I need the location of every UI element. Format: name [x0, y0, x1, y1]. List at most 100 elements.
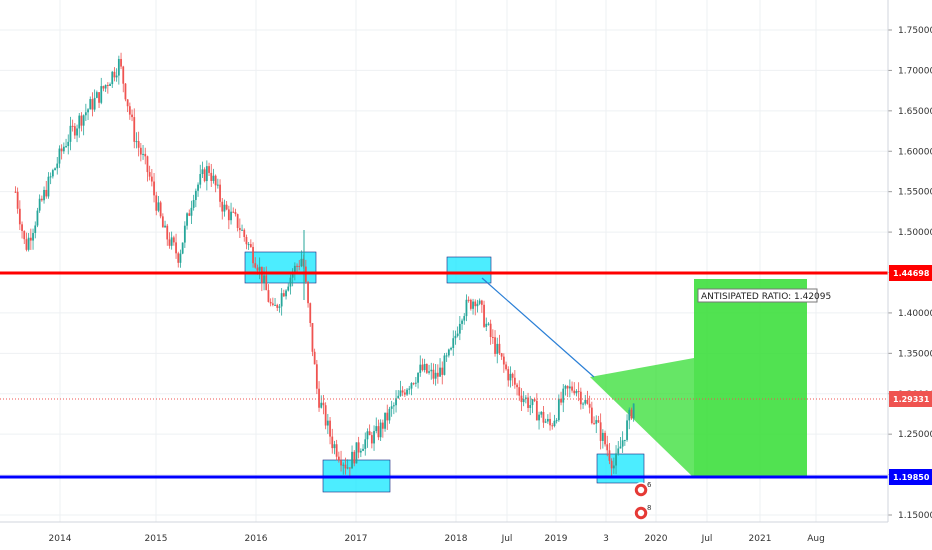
candle — [480, 299, 483, 313]
candle-body — [388, 408, 391, 421]
candle-body — [483, 304, 485, 327]
candle — [45, 180, 48, 199]
candle — [38, 194, 41, 213]
candle-body — [276, 304, 279, 308]
candle — [612, 457, 615, 474]
candle — [280, 288, 283, 316]
candle — [29, 228, 32, 250]
price-label-box — [889, 265, 932, 281]
candle-body — [293, 265, 296, 274]
candle — [170, 231, 173, 250]
candle-body — [36, 210, 39, 226]
candle-body — [551, 425, 554, 427]
candle — [124, 83, 127, 102]
candle-body — [65, 146, 67, 148]
y-tick-label: 1.55000 — [898, 188, 932, 198]
candle-body — [553, 420, 556, 427]
candle-body — [335, 444, 338, 457]
candle-body — [533, 399, 536, 401]
candle — [32, 228, 34, 250]
candle — [485, 317, 488, 332]
candle-body — [214, 175, 217, 186]
candle — [573, 382, 576, 396]
candle — [421, 358, 424, 372]
candle — [208, 162, 210, 177]
candle-body — [355, 442, 358, 464]
candle-body — [599, 422, 602, 441]
candle — [456, 326, 459, 338]
price-label-text: 1.19850 — [893, 473, 930, 482]
candle-body — [320, 402, 323, 408]
candle — [403, 389, 406, 398]
candle — [212, 168, 215, 184]
candle-body — [122, 66, 125, 84]
candle — [89, 96, 92, 110]
candle-body — [230, 211, 232, 221]
candle-body — [608, 450, 611, 461]
candle-body — [194, 190, 197, 201]
candle-body — [432, 369, 435, 379]
candle-body — [456, 333, 459, 336]
candle — [542, 405, 545, 428]
candle — [507, 366, 510, 387]
candle — [76, 124, 78, 143]
candle-body — [203, 169, 206, 182]
candle — [153, 172, 155, 203]
candle-body — [212, 175, 215, 181]
candle-body — [263, 275, 265, 283]
x-tick-label: 2021 — [749, 534, 772, 544]
candle — [166, 223, 169, 246]
candle — [47, 172, 50, 199]
candle — [183, 221, 186, 248]
candle — [230, 202, 232, 225]
candle — [241, 224, 243, 231]
candle-body — [106, 84, 109, 86]
candle-body — [588, 403, 591, 408]
candle-body — [366, 431, 369, 440]
candle-body — [241, 229, 243, 231]
candle-body — [269, 301, 272, 304]
price-label: 1.44698 — [889, 265, 932, 281]
candle — [355, 442, 358, 464]
candle-body — [104, 84, 107, 89]
candle-body — [509, 373, 512, 381]
x-tick-label: 2018 — [445, 534, 468, 544]
candle-body — [529, 405, 532, 408]
candle — [54, 167, 56, 171]
candle — [626, 414, 628, 442]
candle — [161, 213, 164, 228]
candle — [150, 169, 153, 187]
candle-body — [331, 436, 334, 449]
candle — [223, 199, 226, 217]
candle — [379, 419, 382, 442]
candle — [194, 188, 197, 208]
candle-body — [170, 237, 173, 246]
candle — [586, 390, 589, 405]
candle-body — [172, 237, 175, 243]
candle — [496, 337, 499, 364]
candle — [14, 186, 17, 193]
candle-body — [511, 373, 514, 378]
candle — [23, 230, 26, 244]
candle — [538, 411, 540, 430]
candle — [34, 221, 37, 239]
candle — [87, 108, 89, 120]
candle-body — [324, 405, 327, 426]
candle — [179, 249, 182, 268]
candle — [373, 425, 375, 451]
candle — [274, 298, 276, 306]
candle — [584, 394, 587, 406]
support-resistance-box — [596, 453, 645, 484]
candle-body — [604, 432, 606, 445]
candle-body — [144, 153, 147, 157]
candle-body — [137, 141, 140, 148]
candle-body — [375, 426, 378, 432]
candle-body — [357, 442, 360, 453]
candle-body — [478, 300, 481, 304]
candle-body — [628, 409, 631, 421]
candle-body — [566, 385, 569, 389]
candle — [551, 422, 554, 430]
candle — [513, 370, 516, 389]
candle-body — [197, 184, 199, 191]
